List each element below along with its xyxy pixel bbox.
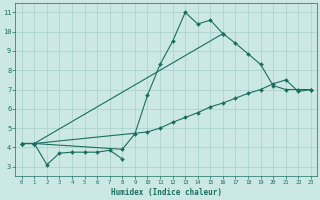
X-axis label: Humidex (Indice chaleur): Humidex (Indice chaleur): [111, 188, 222, 197]
